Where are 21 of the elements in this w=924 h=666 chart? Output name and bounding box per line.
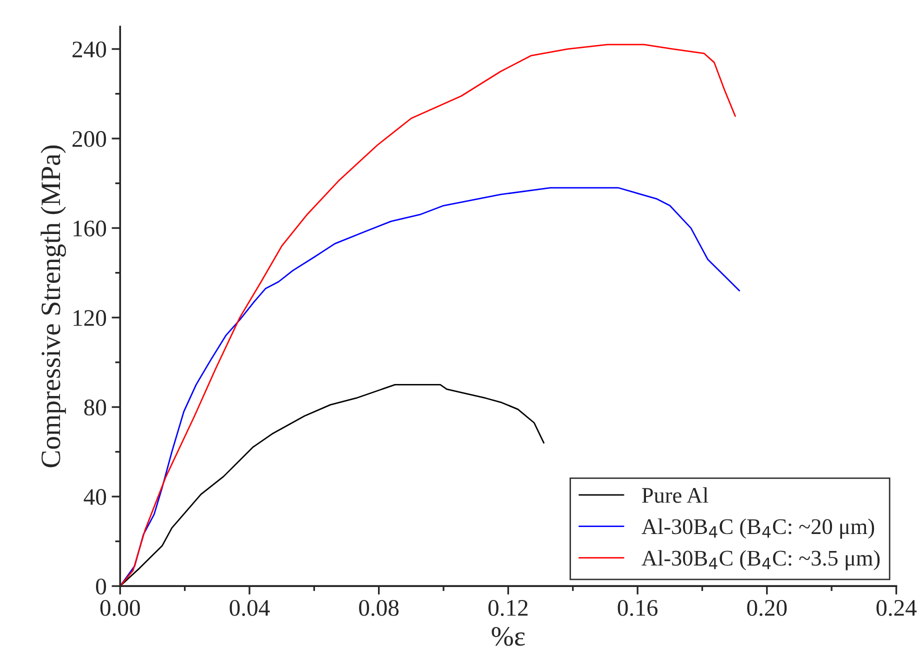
legend-label: Pure Al: [642, 487, 708, 503]
y-tick-label: 80: [84, 400, 106, 416]
y-tick-label: 240: [72, 42, 106, 58]
x-tick-label: 0.20: [747, 600, 787, 616]
line-series: [120, 384, 544, 586]
x-tick-label: 0.08: [359, 600, 399, 616]
y-tick-label: 0: [96, 578, 106, 595]
x-tick-label: 0.12: [488, 600, 528, 616]
legend-label: Al-30B$_{4}$C (B$_{4}$C: ~3.5 μm): [642, 550, 880, 570]
x-tick-label: 0.04: [230, 600, 270, 616]
y-tick-label: 40: [84, 489, 106, 505]
y-axis-title: Compressive Strength (MPa): [40, 146, 66, 468]
line-series: [120, 44, 736, 586]
x-tick-label: 0.24: [876, 600, 917, 616]
y-tick-label: 200: [72, 131, 106, 147]
x-tick-label: 0.00: [100, 600, 140, 616]
y-tick-label: 160: [74, 220, 106, 236]
x-tick-label: 0.16: [618, 600, 658, 616]
x-axis-title: %ε: [492, 627, 525, 646]
y-tick-label: 120: [74, 310, 106, 326]
legend-label: Al-30B$_{4}$C (B$_{4}$C: ~20 μm): [642, 518, 874, 539]
